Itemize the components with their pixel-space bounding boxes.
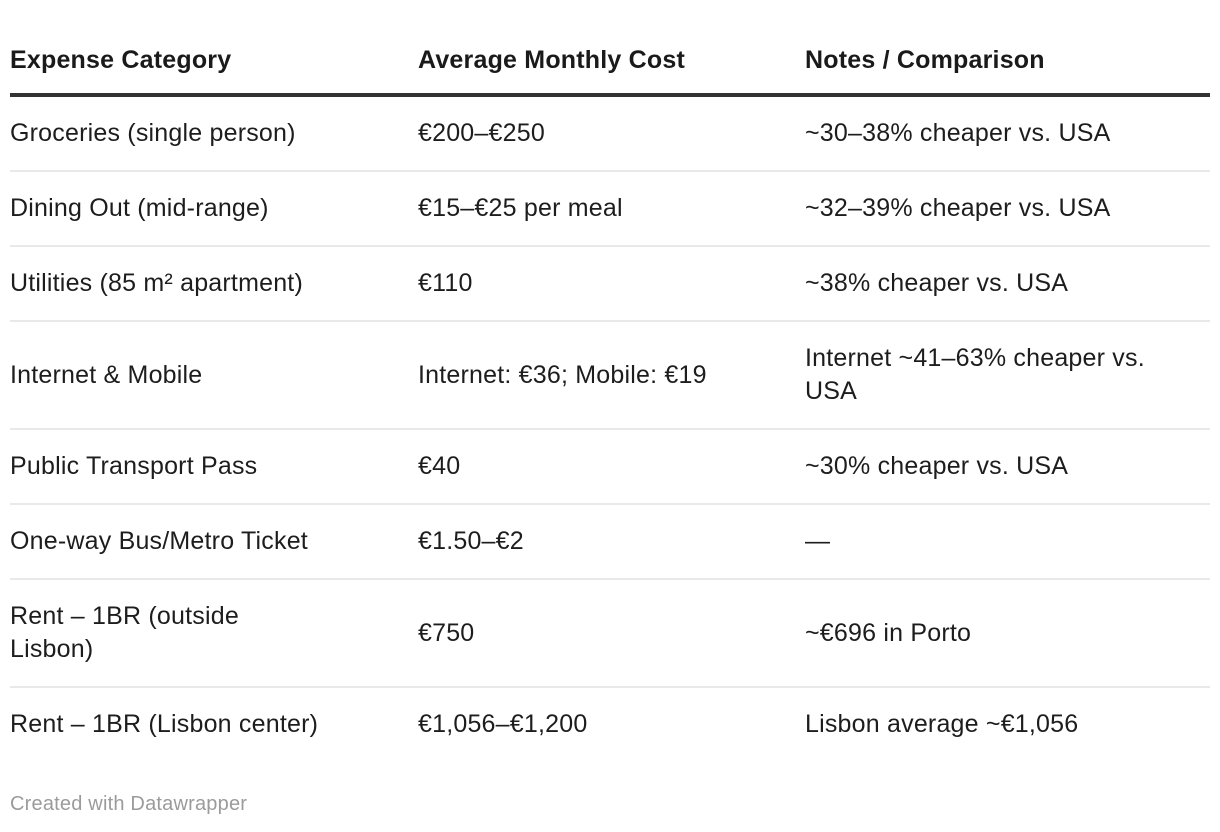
expense-table: Expense Category Average Monthly Cost No…: [10, 0, 1210, 761]
cell-text: Internet: €36; Mobile: €19: [418, 360, 707, 389]
table-body: Groceries (single person) €200–€250 ~30–…: [10, 95, 1210, 761]
cell-category: Public Transport Pass: [10, 429, 418, 505]
cell-notes: ~€696 in Porto: [805, 579, 1210, 688]
cell-text: ~32–39% cheaper vs. USA: [805, 194, 1111, 222]
cell-notes: ~30% cheaper vs. USA: [805, 429, 1210, 505]
table-row: One-way Bus/Metro Ticket €1.50–€2 —: [10, 504, 1210, 580]
cell-text: —: [805, 527, 831, 555]
header-row: Expense Category Average Monthly Cost No…: [10, 0, 1210, 97]
cell-cost: €750: [418, 579, 805, 688]
cell-text: Internet ~41–63% cheaper vs. USA: [805, 344, 1145, 405]
cell-text: €15–€25 per meal: [418, 194, 623, 222]
table-chart: Expense Category Average Monthly Cost No…: [10, 0, 1210, 761]
cell-notes: ~38% cheaper vs. USA: [805, 246, 1210, 322]
cell-notes: ~30–38% cheaper vs. USA: [805, 95, 1210, 172]
cell-text: €1,056–€1,200: [418, 710, 588, 738]
cell-text: Rent – 1BR (outside Lisbon): [10, 602, 239, 663]
cell-category: Utilities (85 m² apartment): [10, 246, 418, 322]
column-header-average-monthly-cost: Average Monthly Cost: [418, 0, 805, 97]
cell-text: Groceries (single person): [10, 119, 296, 147]
cell-cost: Internet: €36; Mobile: €19: [418, 321, 805, 430]
column-header-expense-category: Expense Category: [10, 0, 418, 97]
cell-category: One-way Bus/Metro Ticket: [10, 504, 418, 580]
cell-category: Rent – 1BR (Lisbon center): [10, 687, 418, 761]
cell-cost: €1,056–€1,200: [418, 687, 805, 761]
table-row: Rent – 1BR (outside Lisbon) €750 ~€696 i…: [10, 579, 1210, 688]
cell-cost: €1.50–€2: [418, 504, 805, 580]
cell-notes: Lisbon average ~€1,056: [805, 687, 1210, 761]
cell-text: €750: [418, 618, 475, 647]
cell-text: One-way Bus/Metro Ticket: [10, 527, 308, 555]
cell-notes: —: [805, 504, 1210, 580]
table-row: Utilities (85 m² apartment) €110 ~38% ch…: [10, 246, 1210, 322]
cell-cost: €15–€25 per meal: [418, 171, 805, 247]
cell-text: €1.50–€2: [418, 527, 524, 555]
cell-category: Dining Out (mid-range): [10, 171, 418, 247]
cell-cost: €40: [418, 429, 805, 505]
cell-text: Utilities (85 m² apartment): [10, 269, 303, 297]
cell-category: Groceries (single person): [10, 95, 418, 172]
datawrapper-attribution-link[interactable]: Created with Datawrapper: [10, 793, 248, 815]
cell-notes: ~32–39% cheaper vs. USA: [805, 171, 1210, 247]
table-row: Rent – 1BR (Lisbon center) €1,056–€1,200…: [10, 687, 1210, 761]
cell-notes: Internet ~41–63% cheaper vs. USA: [805, 321, 1210, 430]
table-row: Public Transport Pass €40 ~30% cheaper v…: [10, 429, 1210, 505]
cell-category: Rent – 1BR (outside Lisbon): [10, 579, 418, 688]
cell-cost: €110: [418, 246, 805, 322]
cell-category: Internet & Mobile: [10, 321, 418, 430]
table-row: Groceries (single person) €200–€250 ~30–…: [10, 95, 1210, 172]
table-header: Expense Category Average Monthly Cost No…: [10, 0, 1210, 97]
cell-text: €110: [418, 269, 473, 297]
cell-text: €200–€250: [418, 119, 545, 147]
chart-footer: Created with Datawrapper: [10, 793, 1210, 816]
table-row: Internet & Mobile Internet: €36; Mobile:…: [10, 321, 1210, 430]
cell-text: €40: [418, 452, 461, 480]
cell-text: ~30–38% cheaper vs. USA: [805, 119, 1111, 147]
column-header-notes-comparison: Notes / Comparison: [805, 0, 1210, 97]
cell-text: Public Transport Pass: [10, 452, 258, 480]
table-row: Dining Out (mid-range) €15–€25 per meal …: [10, 171, 1210, 247]
cell-text: Lisbon average ~€1,056: [805, 710, 1079, 738]
cell-text: ~€696 in Porto: [805, 618, 972, 647]
cell-cost: €200–€250: [418, 95, 805, 172]
cell-text: ~30% cheaper vs. USA: [805, 452, 1069, 480]
cell-text: Rent – 1BR (Lisbon center): [10, 710, 319, 738]
cell-text: Dining Out (mid-range): [10, 194, 269, 222]
cell-text: Internet & Mobile: [10, 360, 203, 389]
cell-text: ~38% cheaper vs. USA: [805, 269, 1069, 297]
